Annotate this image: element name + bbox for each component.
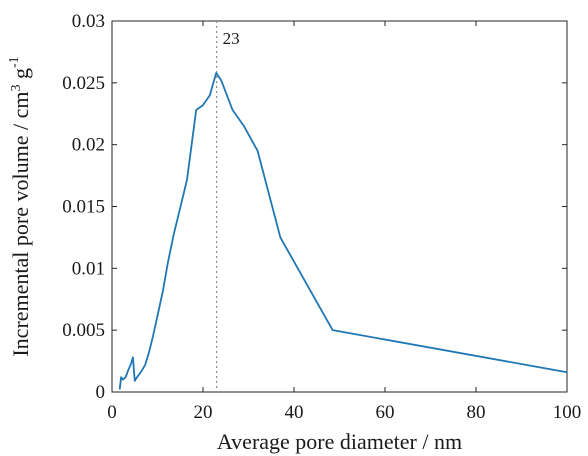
data-series-group — [118, 72, 568, 390]
x-tick-label: 80 — [467, 402, 486, 423]
y-axis-label-main: Incremental pore volume / cm — [8, 92, 33, 357]
x-tick-label: 60 — [376, 402, 395, 423]
x-tick-label: 40 — [285, 402, 304, 423]
y-axis-label-mid: g — [8, 68, 33, 85]
x-tick-label: 0 — [107, 402, 117, 423]
reference-line-group: 23 — [216, 21, 240, 392]
y-axis-label-sup1: 3 — [9, 85, 24, 92]
y-tick-label: 0.03 — [72, 11, 105, 32]
data-series-line — [118, 72, 568, 390]
x-tick-label: 100 — [553, 402, 582, 423]
y-tick-label: 0.025 — [62, 73, 105, 94]
y-tick-label: 0.01 — [72, 258, 105, 279]
x-axis-label: Average pore diameter / nm — [217, 429, 462, 454]
y-axis-label: Incremental pore volume / cm3 g-1 — [7, 56, 33, 356]
y-tick-label: 0 — [96, 382, 106, 403]
y-tick-label: 0.015 — [62, 197, 105, 218]
y-tick-label: 0.005 — [62, 320, 105, 341]
y-tick-label: 0.02 — [72, 135, 105, 156]
tick-group: 0 20 40 60 80 100 0 0.005 0.01 0.015 0.02 0.025 0.03 — [62, 11, 581, 423]
reference-line-label: 23 — [223, 29, 240, 48]
x-tick-label: 20 — [194, 402, 213, 423]
y-axis-label-sup2: -1 — [7, 56, 22, 68]
